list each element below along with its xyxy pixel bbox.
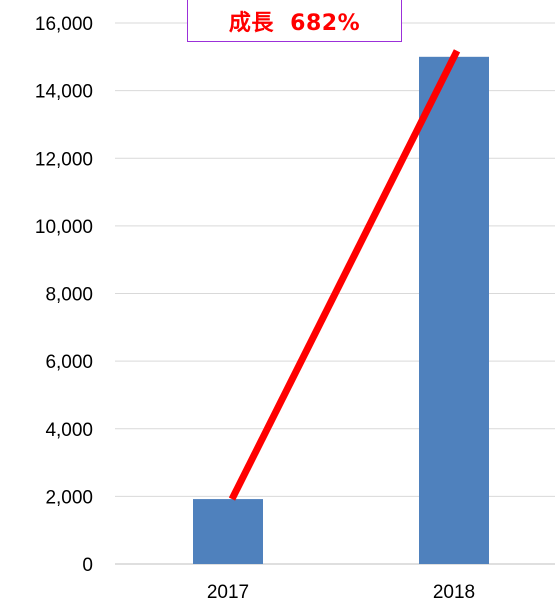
y-tick-label: 16,000 xyxy=(35,14,93,35)
y-tick-label: 2,000 xyxy=(45,487,93,508)
y-tick-label: 4,000 xyxy=(45,420,93,441)
x-tick-label: 2017 xyxy=(207,582,249,603)
y-tick-label: 0 xyxy=(82,555,93,576)
y-tick-label: 8,000 xyxy=(45,285,93,306)
y-tick-label: 6,000 xyxy=(45,352,93,373)
growth-annotation-box: 成長 682% xyxy=(187,0,402,42)
bar-2017 xyxy=(193,499,263,564)
bars xyxy=(193,56,489,564)
trend-line xyxy=(228,49,461,501)
y-tick-label: 10,000 xyxy=(35,217,93,238)
x-axis: 2017 2018 xyxy=(207,582,475,603)
y-tick-label: 14,000 xyxy=(35,82,93,103)
bar-2018 xyxy=(419,56,489,564)
y-axis: 0 2,000 4,000 6,000 8,000 10,000 12,000 14,000 1… xyxy=(35,14,93,576)
y-tick-label: 12,000 xyxy=(35,149,93,170)
x-tick-label: 2018 xyxy=(433,582,475,603)
growth-annotation-text: 成長 682% xyxy=(228,10,361,36)
trend-line-group xyxy=(228,49,461,501)
